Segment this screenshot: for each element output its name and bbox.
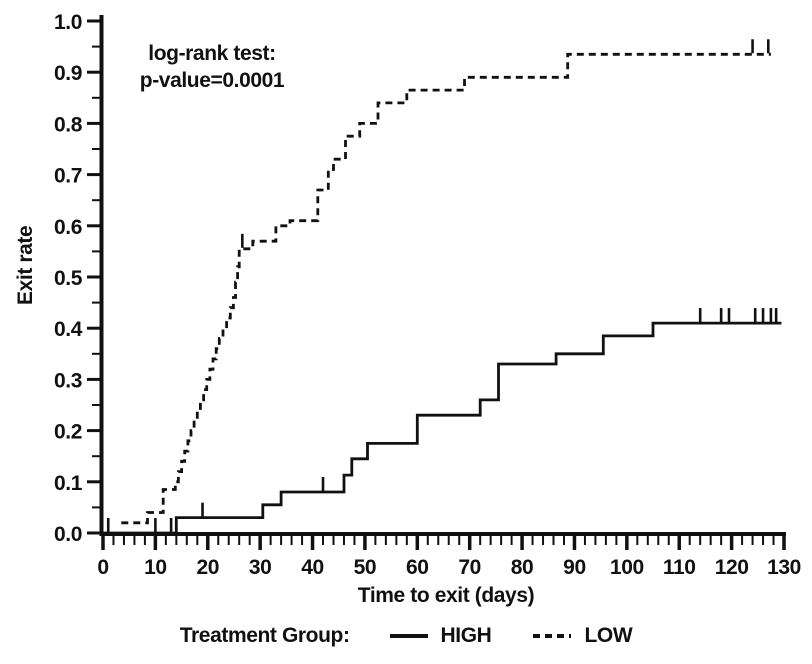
- legend-series-low: LOW: [584, 624, 633, 647]
- x-tick-label: 0: [97, 556, 108, 579]
- annotation-line-1: log-rank test:: [148, 42, 276, 65]
- x-tick-label: 40: [301, 556, 324, 579]
- y-tick-label: 0.0: [54, 523, 82, 546]
- x-tick-label: 30: [249, 556, 272, 579]
- legend-label: Treatment Group:: [179, 624, 350, 647]
- y-axis-title: Exit rate: [14, 225, 37, 305]
- log-rank-annotation: log-rank test: p-value=0.0001: [106, 40, 318, 94]
- y-tick-label: 0.6: [54, 216, 82, 239]
- low-curve: [121, 39, 771, 525]
- high-curve: [103, 308, 782, 535]
- y-tick-label: 0.4: [54, 318, 83, 341]
- y-tick-label: 0.9: [54, 62, 82, 85]
- axes: [99, 15, 786, 536]
- x-axis-ticks: 0 10 20 30 40 50 60 70 80 90 100 110 120 130: [97, 536, 801, 579]
- x-tick-label: 60: [406, 556, 429, 579]
- y-tick-label: 0.2: [54, 421, 82, 444]
- x-tick-label: 70: [458, 556, 481, 579]
- legend: Treatment Group: HIGH LOW: [0, 624, 812, 648]
- x-tick-label: 50: [354, 556, 377, 579]
- annotation-line-2: p-value=0.0001: [139, 69, 285, 92]
- solid-line-swatch: [389, 634, 428, 638]
- x-tick-label: 80: [511, 556, 534, 579]
- y-tick-label: 0.1: [54, 472, 83, 495]
- x-axis-title: Time to exit (days): [357, 584, 535, 607]
- dashed-line-swatch: [533, 634, 572, 638]
- x-tick-label: 120: [715, 556, 749, 579]
- x-tick-label: 90: [563, 556, 586, 579]
- y-tick-label: 0.7: [54, 165, 82, 188]
- y-tick-label: 0.5: [54, 267, 83, 290]
- y-tick-label: 1.0: [54, 11, 82, 34]
- x-tick-label: 110: [663, 556, 696, 579]
- x-tick-label: 130: [767, 556, 801, 579]
- x-tick-label: 10: [144, 556, 167, 579]
- x-tick-label: 20: [196, 556, 219, 579]
- y-axis-ticks: 0.0 0.1 0.2 0.3 0.4 0.5 0.6 0.7 0.8 0.9 1.0: [54, 11, 100, 546]
- y-tick-label: 0.3: [54, 369, 82, 392]
- legend-series-high: HIGH: [440, 624, 492, 647]
- x-tick-label: 100: [610, 556, 644, 579]
- y-tick-label: 0.8: [54, 113, 83, 136]
